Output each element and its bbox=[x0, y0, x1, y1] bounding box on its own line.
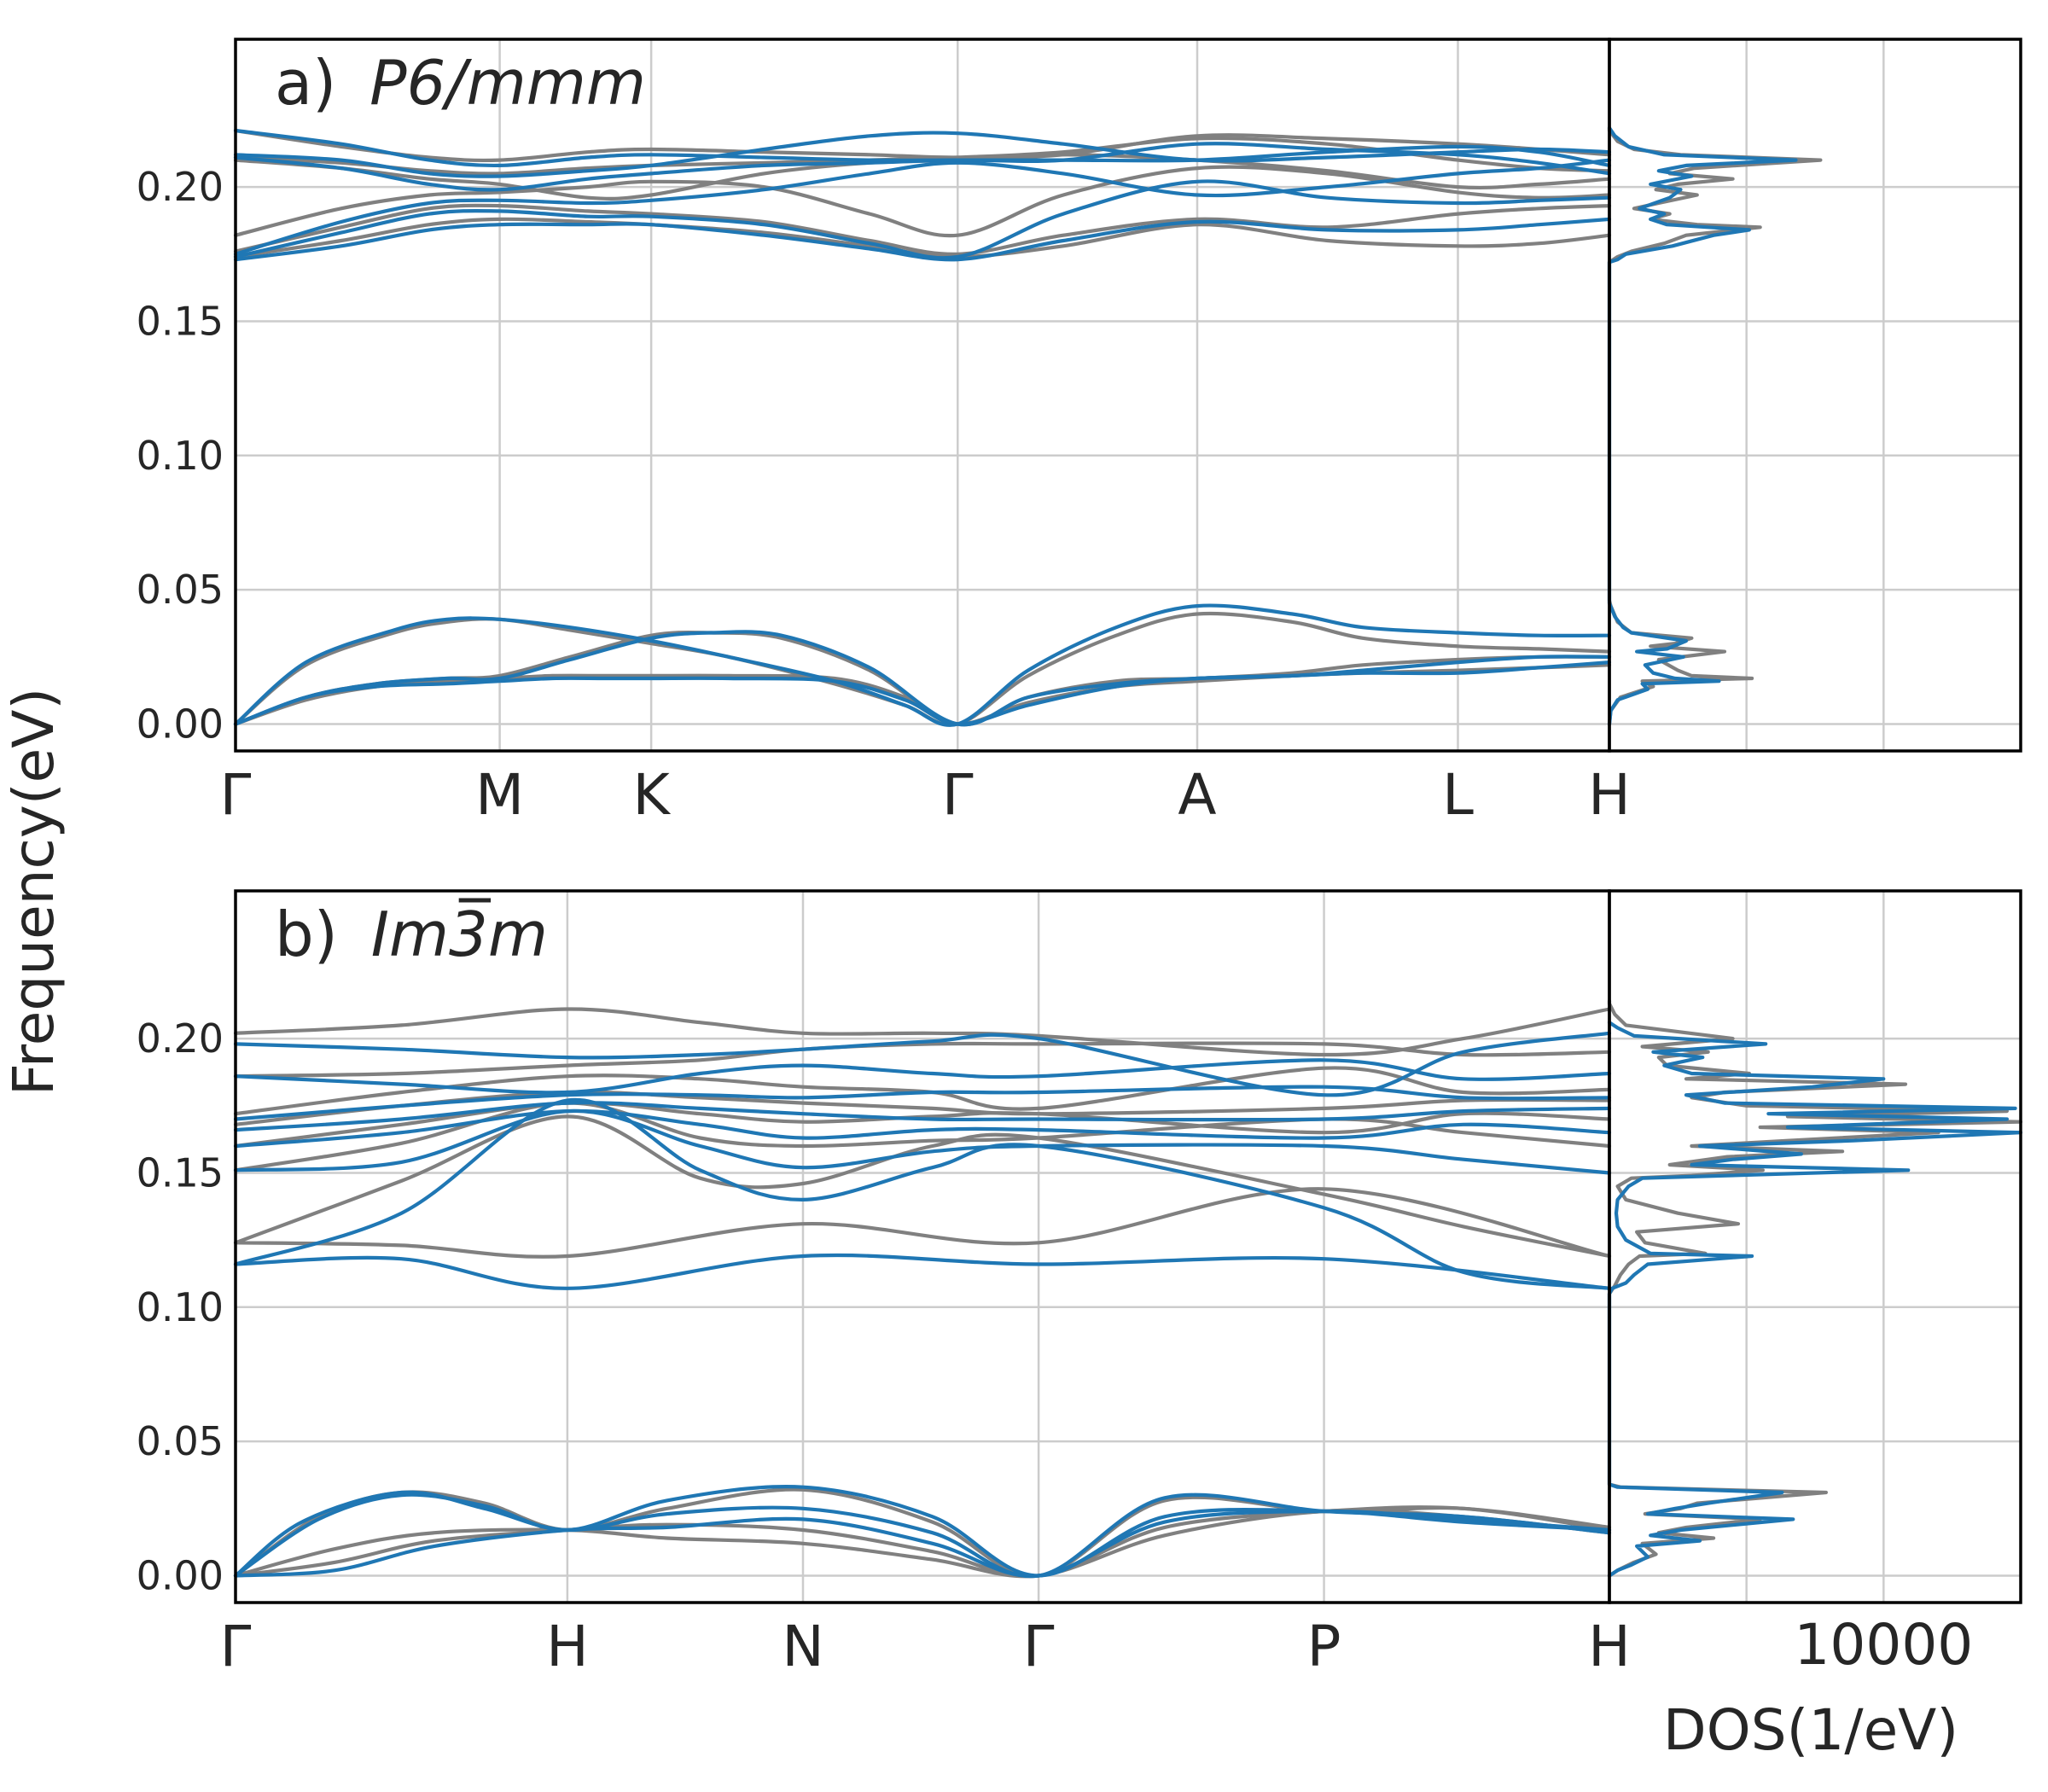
panel-b-model-bands bbox=[233, 1031, 1612, 1579]
reference-band-line bbox=[233, 165, 1612, 238]
panel-a-model-bands bbox=[233, 128, 1612, 727]
y-tick-label: 0.10 bbox=[137, 433, 224, 479]
kpoint-label: Γ bbox=[942, 762, 974, 828]
panel-a-dos-frame bbox=[1608, 38, 2022, 753]
panel-b-dos bbox=[1607, 998, 2023, 1578]
kpoint-label: N bbox=[782, 1614, 823, 1679]
model-band-line bbox=[233, 1101, 1612, 1132]
reference-band-line bbox=[233, 217, 1612, 259]
y-tick-label: 0.20 bbox=[137, 1015, 224, 1062]
reference-band-line bbox=[233, 203, 1612, 256]
y-axis-label: Frequency(eV) bbox=[1, 688, 67, 1096]
model-band-line bbox=[233, 660, 1612, 726]
kpoint-label: P bbox=[1307, 1614, 1341, 1679]
y-tick-label: 0.00 bbox=[137, 1553, 224, 1599]
panel-b-dos-grid bbox=[1609, 891, 2021, 1603]
model-band-line bbox=[233, 158, 1612, 256]
dos-axis-label: DOS(1/eV) bbox=[1663, 1697, 1958, 1763]
model-band-line bbox=[233, 603, 1612, 727]
panel-b-grid bbox=[236, 891, 1609, 1603]
model-band-line bbox=[233, 1253, 1612, 1290]
model-dos-line bbox=[1607, 1021, 2023, 1578]
model-band-line bbox=[233, 1509, 1612, 1578]
panel-b-dos-frame bbox=[1608, 889, 2022, 1604]
model-band-line bbox=[233, 217, 1612, 262]
dos-tick-label: 10000 bbox=[1794, 1612, 1973, 1678]
kpoint-label: L bbox=[1442, 762, 1474, 828]
panel-a-space-group: P6/mmm bbox=[369, 47, 646, 119]
model-band-line bbox=[233, 128, 1612, 168]
kpoint-label: Γ bbox=[220, 1614, 252, 1679]
y-tick-label: 0.20 bbox=[137, 164, 224, 210]
y-tick-label: 0.15 bbox=[137, 1149, 224, 1196]
panel-a-dos bbox=[1607, 125, 1823, 726]
y-tick-label: 0.10 bbox=[137, 1284, 224, 1330]
reference-band-line bbox=[233, 1187, 1612, 1259]
kpoint-label: M bbox=[475, 762, 524, 828]
model-band-line bbox=[233, 630, 1612, 727]
panel-a-label: a) bbox=[275, 47, 336, 119]
model-band-line bbox=[233, 1031, 1612, 1097]
kpoint-label: A bbox=[1178, 762, 1216, 828]
reference-band-line bbox=[233, 1114, 1612, 1259]
model-band-line bbox=[233, 142, 1612, 192]
reference-dos-line bbox=[1607, 125, 1823, 726]
panel-b-y-ticks: 0.00 0.05 0.10 0.15 0.20 bbox=[137, 1015, 224, 1598]
model-band-line bbox=[233, 1108, 1612, 1175]
y-tick-label: 0.00 bbox=[137, 701, 224, 748]
panel-a-title: a) P6/mmm bbox=[275, 47, 646, 119]
model-band-line bbox=[233, 1490, 1612, 1579]
panel-b-label: b) bbox=[275, 899, 338, 970]
panel-b: 0.00 0.05 0.10 0.15 0.20 Γ H N Γ P H 10000 DOS(1/… bbox=[137, 889, 2023, 1763]
model-band-line bbox=[233, 1085, 1612, 1121]
panel-a: 0.00 0.05 0.10 0.15 0.20 Γ M K Γ A L H a) P6/mmm bbox=[137, 38, 2022, 828]
reference-band-line bbox=[233, 1101, 1612, 1172]
model-band-line bbox=[233, 131, 1612, 178]
panel-b-space-group: Im3̅m bbox=[371, 899, 548, 970]
reference-band-line bbox=[233, 1090, 1612, 1126]
panel-a-dos-grid bbox=[1609, 39, 2021, 751]
kpoint-label: H bbox=[1588, 762, 1631, 828]
model-band-line bbox=[233, 1097, 1612, 1290]
kpoint-label: K bbox=[632, 762, 671, 828]
y-tick-label: 0.15 bbox=[137, 298, 224, 344]
model-dos-line bbox=[1607, 125, 1798, 726]
model-band-line bbox=[233, 1058, 1612, 1095]
panel-b-title: b) Im3̅m bbox=[275, 899, 548, 970]
model-band-line bbox=[233, 1485, 1612, 1578]
panel-a-y-ticks: 0.00 0.05 0.10 0.15 0.20 bbox=[137, 164, 224, 747]
kpoint-label: Γ bbox=[220, 762, 252, 828]
kpoint-label: H bbox=[546, 1614, 589, 1679]
model-band-line bbox=[233, 179, 1612, 260]
model-band-line bbox=[233, 1108, 1612, 1149]
reference-band-line bbox=[233, 1007, 1612, 1057]
panel-a-reference-bands bbox=[233, 128, 1612, 727]
y-tick-label: 0.05 bbox=[137, 567, 224, 613]
kpoint-label: Γ bbox=[1023, 1614, 1055, 1679]
reference-band-line bbox=[233, 1505, 1612, 1579]
y-tick-label: 0.05 bbox=[137, 1418, 224, 1464]
kpoint-label: H bbox=[1588, 1614, 1631, 1679]
reference-band-line bbox=[233, 128, 1612, 163]
